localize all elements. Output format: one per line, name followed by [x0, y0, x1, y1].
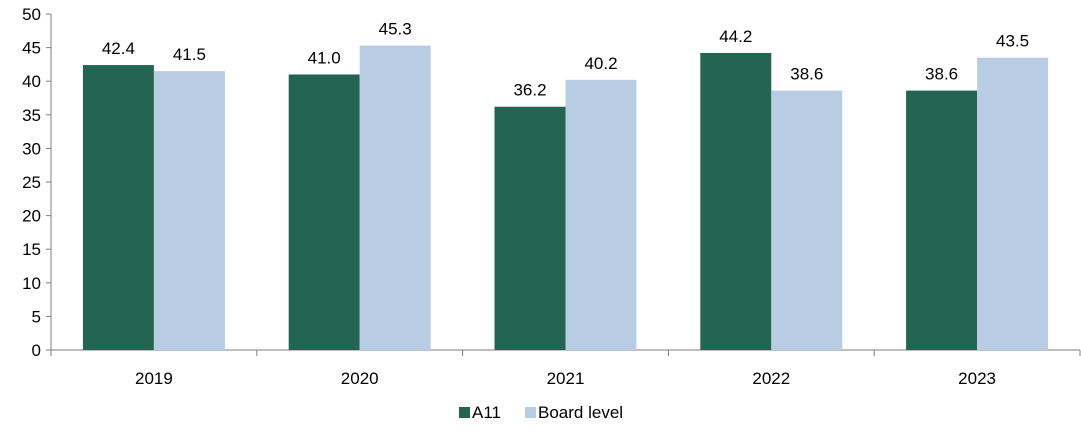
- y-axis: 0 5 10 15 20 25 30 35 40 45 50: [22, 5, 52, 360]
- x-axis: 2019 2020 2021 2022 2023: [50, 349, 1081, 388]
- data-label: 43.5: [996, 32, 1029, 51]
- y-tick-label: 50: [22, 5, 41, 24]
- bar-board-level-2022: [771, 90, 843, 350]
- y-tick-label: 15: [22, 240, 41, 259]
- bar-board-level-2021: [565, 79, 637, 350]
- x-tick-label: 2019: [135, 369, 173, 388]
- y-tick-label: 35: [22, 106, 41, 125]
- legend: A11 Board level: [459, 403, 623, 422]
- y-tick-label: 5: [32, 307, 41, 326]
- data-label: 38.6: [790, 65, 823, 84]
- bar-a11-2022: [700, 52, 772, 350]
- bar-board-level-2019: [153, 71, 225, 351]
- y-tick-label: 45: [22, 39, 41, 58]
- bar-board-level-2023: [977, 57, 1049, 351]
- data-label: 41.5: [173, 45, 206, 64]
- y-tick-label: 10: [22, 274, 41, 293]
- x-tick-label: 2020: [341, 369, 379, 388]
- data-label: 44.2: [719, 27, 752, 46]
- data-label: 45.3: [379, 20, 412, 39]
- legend-label-a11: A11: [472, 403, 501, 422]
- data-label: 41.0: [308, 48, 341, 67]
- x-tick-label: 2023: [958, 369, 996, 388]
- data-label: 38.6: [925, 65, 958, 84]
- legend-swatch-board-level: [525, 407, 536, 418]
- bar-a11-2021: [494, 106, 566, 351]
- x-tick-label: 2021: [547, 369, 585, 388]
- y-tick-label: 20: [22, 207, 41, 226]
- bar-a11-2019: [82, 65, 154, 351]
- data-label: 42.4: [102, 39, 135, 58]
- bars: [82, 45, 1049, 351]
- y-tick-label: 0: [32, 341, 41, 360]
- data-labels: 42.4 41.5 41.0 45.3 36.2 40.2 44.2 38.6 38.6 43.5: [102, 20, 1029, 100]
- y-tick-label: 30: [22, 139, 41, 158]
- y-tick-label: 40: [22, 72, 41, 91]
- legend-label-board-level: Board level: [538, 403, 623, 422]
- bar-board-level-2020: [359, 45, 431, 351]
- y-tick-label: 25: [22, 173, 41, 192]
- data-label: 40.2: [584, 54, 617, 73]
- legend-swatch-a11: [459, 407, 470, 418]
- x-tick-label: 2022: [752, 369, 790, 388]
- data-label: 36.2: [513, 81, 546, 100]
- bar-a11-2023: [906, 90, 978, 350]
- bar-a11-2020: [288, 74, 360, 350]
